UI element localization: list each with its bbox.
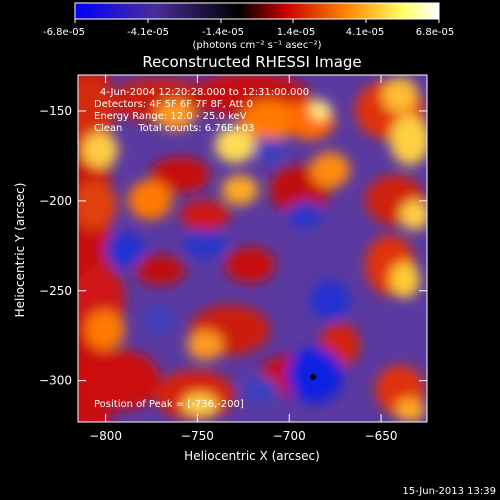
colorbar-tick-label: 6.8e-05 xyxy=(416,27,454,38)
plot-frame xyxy=(77,74,428,423)
y-tick-label: −300 xyxy=(39,374,72,388)
colorbar-tick-label: -4.1e-05 xyxy=(127,27,169,38)
y-tick-label: −200 xyxy=(39,194,72,208)
colorbar-tick-label: 1.4e-05 xyxy=(277,27,315,38)
timestamp: 15-Jun-2013 13:39 xyxy=(402,486,496,497)
annotation-detectors: Detectors: 4F 5F 6F 7F 8F, Att 0 xyxy=(94,99,253,110)
colorbar-ticks xyxy=(74,19,440,23)
y-axis-ticks: −150 −200 −250 −300 xyxy=(39,104,427,388)
x-tick-label: −750 xyxy=(181,429,214,443)
x-axis-label: Heliocentric X (arcsec) xyxy=(184,449,320,463)
y-tick-label: −250 xyxy=(39,284,72,298)
annotation-counts: Clean Total counts: 6.76E+03 xyxy=(94,123,254,134)
x-tick-label: −650 xyxy=(365,429,398,443)
x-axis-ticks: −800 −750 −700 −650 xyxy=(89,75,398,443)
colorbar-tick-label: -1.4e-05 xyxy=(202,27,244,38)
y-tick-label: −150 xyxy=(39,104,72,118)
annotation-peak-position: Position of Peak = [-736,-200] xyxy=(94,399,244,410)
annotation-energy-range: Energy Range: 12.0 - 25.0 keV xyxy=(94,111,247,122)
x-tick-label: −700 xyxy=(273,429,306,443)
colorbar-tick-label: 4.1e-05 xyxy=(346,27,384,38)
peak-marker xyxy=(310,374,317,381)
y-axis-label: Heliocentric Y (arcsec) xyxy=(13,183,27,318)
x-tick-label: −800 xyxy=(89,429,122,443)
colorbar-tick-label: -6.8e-05 xyxy=(43,27,85,38)
annotation-time-range: 4-Jun-2004 12:20:28.000 to 12:31:00.000 xyxy=(100,87,309,98)
heatmap-image xyxy=(78,75,427,422)
colorbar-unit: (photons cm⁻² s⁻¹ asec⁻²) xyxy=(192,40,321,51)
colorbar xyxy=(74,2,440,20)
chart-title: Reconstructed RHESSI Image xyxy=(142,53,361,71)
